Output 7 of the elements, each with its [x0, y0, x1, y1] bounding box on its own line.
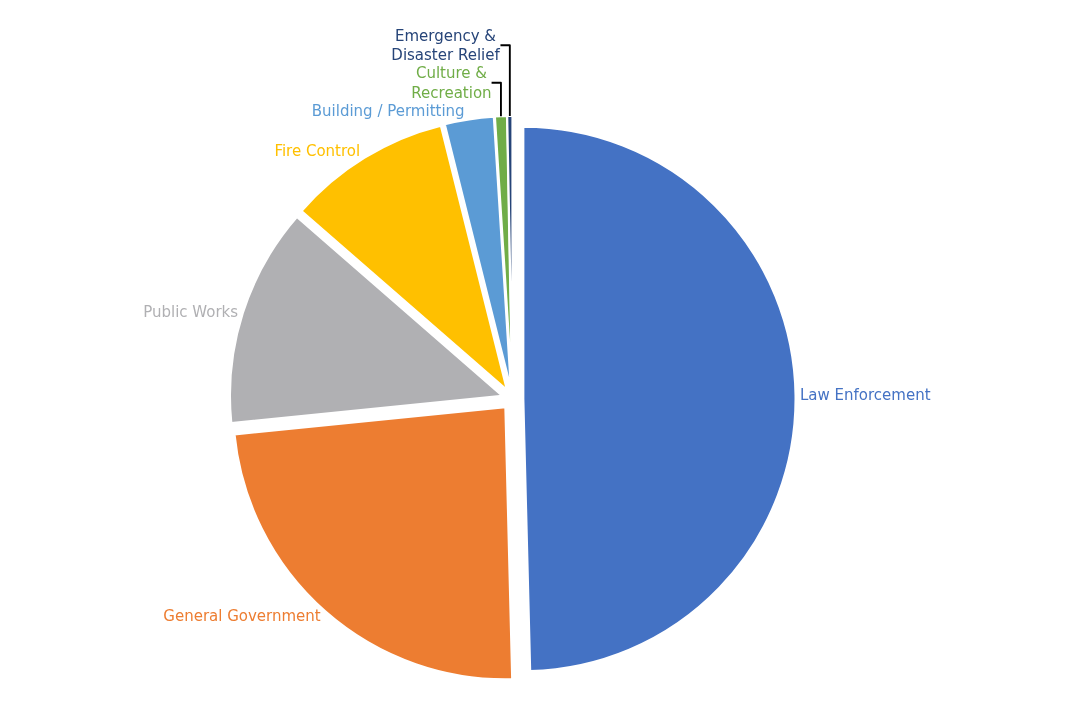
- slice-label: Public Works: [143, 303, 239, 322]
- slice-label: Fire Control: [274, 142, 361, 161]
- slice-label: General Government: [163, 607, 321, 626]
- slice-label: Law Enforcement: [799, 386, 931, 405]
- slice-label: Building / Permitting: [311, 101, 465, 120]
- slice-label: Culture & Recreation: [411, 64, 492, 102]
- slice-label: Emergency & Disaster Relief: [391, 26, 501, 65]
